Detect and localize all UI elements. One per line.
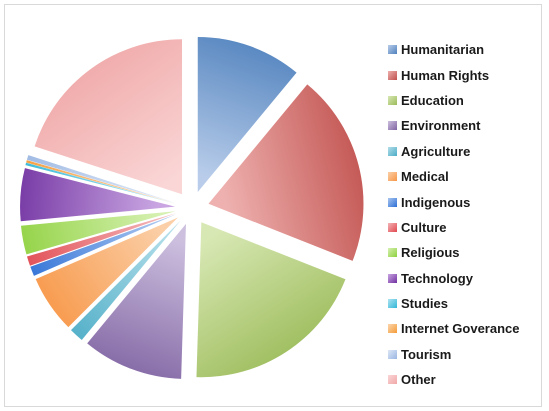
legend-swatch bbox=[388, 324, 397, 334]
legend-label: Education bbox=[401, 92, 464, 108]
legend-item-indigenous: Indigenous bbox=[388, 189, 520, 214]
pie-slice-other bbox=[34, 39, 183, 195]
legend-swatch bbox=[388, 95, 397, 105]
legend-label: Human Rights bbox=[401, 67, 490, 83]
legend-label: Technology bbox=[401, 270, 473, 286]
pie-slice-tourism bbox=[26, 155, 176, 203]
legend: Humanitarian Human Rights Education Environ… bbox=[388, 37, 520, 392]
legend-item-agriculture: Agriculture bbox=[388, 139, 520, 164]
pie-slice-indigenous bbox=[30, 214, 177, 276]
legend-label: Religious bbox=[401, 245, 460, 261]
legend-swatch bbox=[388, 146, 397, 156]
legend-item-human-rights: Human Rights bbox=[388, 62, 520, 87]
legend-item-environment: Environment bbox=[388, 113, 520, 138]
legend-label: Environment bbox=[401, 118, 481, 134]
legend-label: Internet Goverance bbox=[401, 321, 520, 337]
pie-slice-religious bbox=[20, 211, 176, 255]
legend-label: Humanitarian bbox=[401, 42, 485, 58]
legend-swatch bbox=[388, 197, 397, 207]
pie-slice-education bbox=[196, 222, 346, 378]
pie-slice-human-rights bbox=[208, 84, 364, 261]
legend-item-studies: Studies bbox=[388, 291, 520, 316]
pie-slice-culture bbox=[26, 213, 176, 266]
legend-item-tourism: Tourism bbox=[388, 342, 520, 367]
legend-label: Other bbox=[401, 372, 436, 388]
pie-slice-environment bbox=[87, 223, 186, 379]
legend-swatch bbox=[388, 172, 397, 182]
legend-label: Medical bbox=[401, 169, 449, 185]
legend-item-culture: Culture bbox=[388, 215, 520, 240]
legend-item-internet-goverance: Internet Goverance bbox=[388, 316, 520, 341]
pie-slice-internet-goverance bbox=[26, 160, 176, 204]
legend-swatch bbox=[388, 375, 397, 385]
legend-swatch bbox=[388, 45, 397, 55]
legend-item-humanitarian: Humanitarian bbox=[388, 37, 520, 62]
legend-label: Agriculture bbox=[401, 143, 471, 159]
legend-item-medical: Medical bbox=[388, 164, 520, 189]
pie-slice-studies bbox=[25, 162, 176, 204]
legend-swatch bbox=[388, 273, 397, 283]
legend-item-other: Other bbox=[388, 367, 520, 392]
legend-label: Indigenous bbox=[401, 194, 471, 210]
pie-slice-humanitarian bbox=[197, 37, 297, 193]
legend-label: Culture bbox=[401, 219, 447, 235]
legend-swatch bbox=[388, 299, 397, 309]
legend-swatch bbox=[388, 70, 397, 80]
pie-slices bbox=[20, 37, 364, 379]
legend-swatch bbox=[388, 248, 397, 258]
legend-swatch bbox=[388, 222, 397, 232]
pie-slice-medical bbox=[35, 217, 178, 328]
legend-item-religious: Religious bbox=[388, 240, 520, 265]
legend-swatch bbox=[388, 121, 397, 131]
legend-item-education: Education bbox=[388, 88, 520, 113]
pie-slice-agriculture bbox=[70, 220, 181, 340]
legend-label: Studies bbox=[401, 296, 448, 312]
legend-item-technology: Technology bbox=[388, 266, 520, 291]
legend-swatch bbox=[388, 349, 397, 359]
pie-slice-technology bbox=[20, 168, 176, 222]
legend-label: Tourism bbox=[401, 346, 452, 362]
